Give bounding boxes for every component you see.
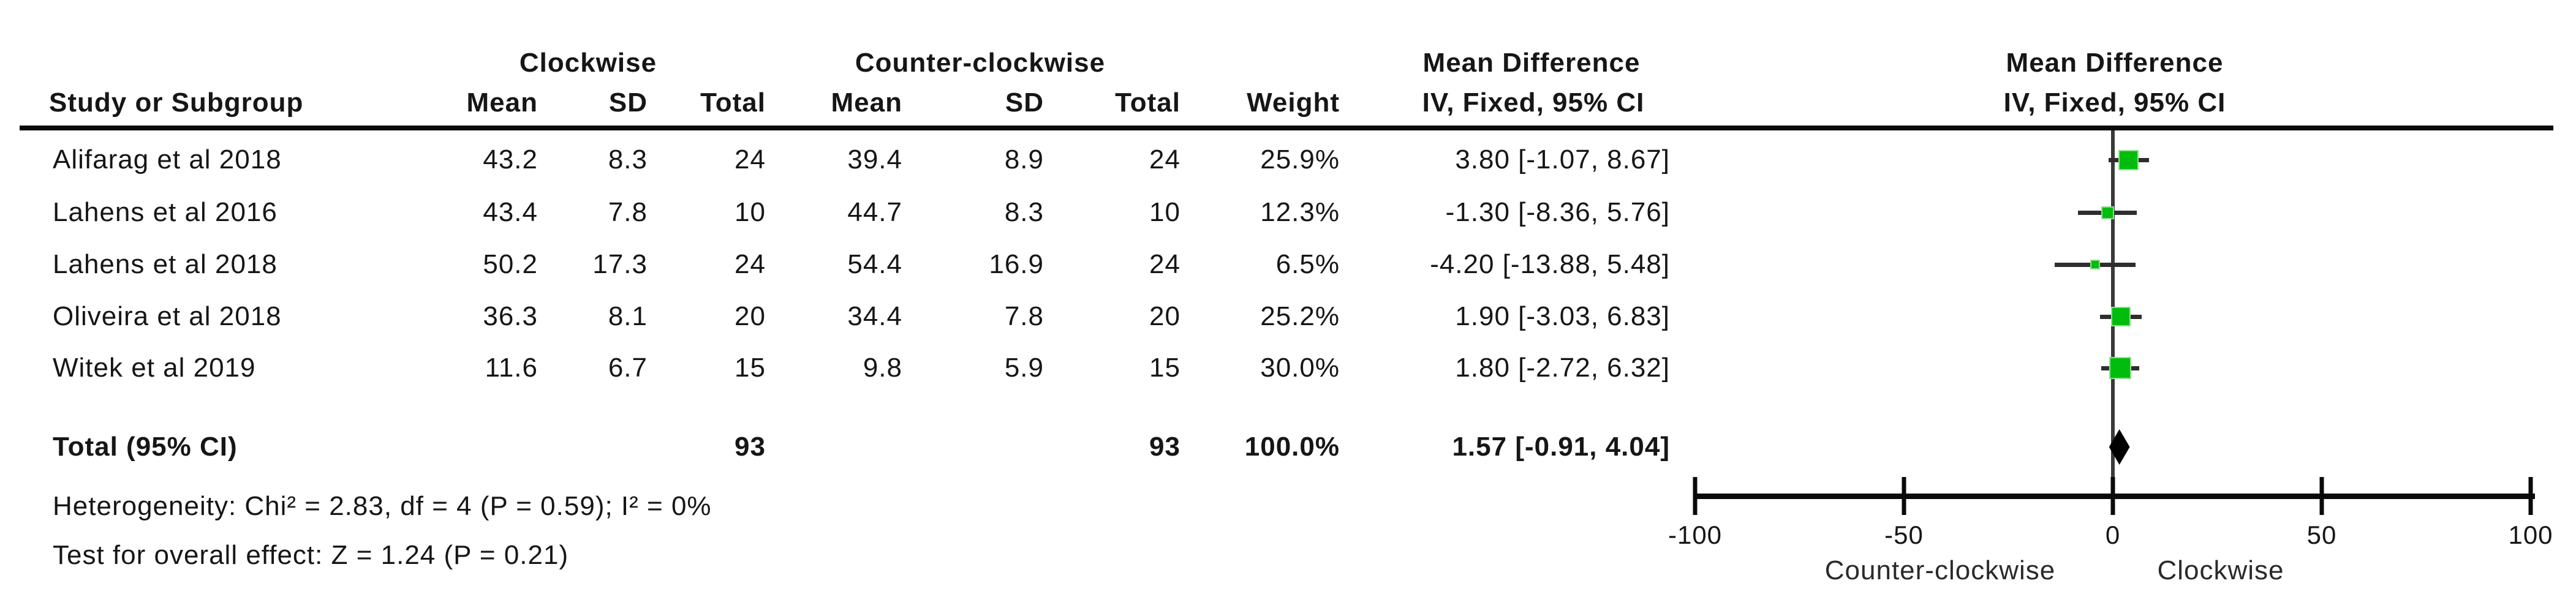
effect-marker	[2118, 149, 2139, 170]
clockwise-mean: 43.4	[483, 197, 538, 227]
total-counter-n: 93	[1149, 432, 1180, 462]
clockwise-total: 10	[735, 197, 766, 227]
x-axis-tick-label: 50	[2306, 520, 2337, 549]
total-clockwise-n: 93	[735, 432, 766, 462]
clockwise-sd: 8.1	[608, 301, 648, 331]
counter-sd: 8.3	[1004, 197, 1044, 227]
counter-total: 24	[1149, 145, 1180, 175]
clockwise-sd: 7.8	[608, 197, 648, 227]
counter-total: 15	[1149, 353, 1180, 383]
study-name: Alifarag et al 2018	[53, 145, 282, 175]
study-name: Lahens et al 2016	[53, 197, 278, 227]
study-name: Lahens et al 2018	[53, 249, 278, 279]
weight-value: 6.5%	[1275, 249, 1340, 279]
counter-total: 20	[1149, 301, 1180, 331]
effect-marker	[2109, 357, 2132, 379]
total-column-header-counter: Total	[1115, 88, 1180, 118]
study-name: Oliveira et al 2018	[53, 301, 282, 331]
clockwise-total: 20	[735, 301, 766, 331]
mean-difference-plot-header: Mean Difference	[2006, 48, 2224, 78]
study-name: Witek et al 2019	[53, 353, 256, 383]
clockwise-mean: 11.6	[485, 353, 538, 383]
x-axis-tick	[2528, 477, 2533, 515]
total-column-header-clockwise: Total	[700, 88, 766, 118]
counter-mean: 39.4	[847, 145, 902, 175]
sd-column-header-counter: SD	[1005, 88, 1044, 118]
mean-difference-ci: 1.90 [-3.03, 6.83]	[1455, 301, 1670, 331]
clockwise-sd: 6.7	[608, 353, 648, 383]
heterogeneity-text: Heterogeneity: Chi² = 2.83, df = 4 (P = …	[53, 491, 712, 521]
total-weight: 100.0%	[1244, 432, 1340, 462]
counter-sd: 7.8	[1004, 301, 1044, 331]
x-axis-tick	[1693, 477, 1698, 515]
clockwise-mean: 50.2	[483, 249, 538, 279]
mean-column-header-clockwise: Mean	[466, 88, 538, 118]
x-axis-tick-label: 100	[2508, 520, 2553, 549]
effect-marker	[2101, 206, 2114, 219]
mean-difference-column-header: Mean Difference	[1422, 48, 1641, 78]
counter-mean: 44.7	[847, 197, 902, 227]
mean-column-header-counter: Mean	[831, 88, 902, 118]
clockwise-mean: 36.3	[483, 301, 538, 331]
mean-difference-ci: -4.20 [-13.88, 5.48]	[1430, 249, 1670, 279]
clockwise-sd: 17.3	[592, 249, 648, 279]
overall-effect-text: Test for overall effect: Z = 1.24 (P = 0…	[53, 540, 569, 570]
x-axis-tick-label: -50	[1884, 520, 1924, 549]
counter-sd: 8.9	[1004, 145, 1044, 175]
clockwise-group-header: Clockwise	[519, 48, 657, 78]
iv-fixed-ci-column-header: IV, Fixed, 95% CI	[1422, 88, 1645, 118]
counter-total: 10	[1149, 197, 1180, 227]
counter-total: 24	[1149, 249, 1180, 279]
clockwise-mean: 43.2	[483, 145, 538, 175]
counter-clockwise-group-header: Counter-clockwise	[855, 48, 1106, 78]
x-axis-tick	[2110, 477, 2115, 515]
sd-column-header-clockwise: SD	[608, 88, 648, 118]
counter-sd: 5.9	[1004, 353, 1044, 383]
iv-fixed-ci-plot-header: IV, Fixed, 95% CI	[2003, 88, 2226, 118]
counter-mean: 34.4	[847, 301, 902, 331]
x-axis-tick	[1902, 477, 1906, 515]
x-axis-tick-label: 0	[2105, 520, 2121, 549]
weight-value: 30.0%	[1260, 353, 1340, 383]
counter-sd: 16.9	[989, 249, 1044, 279]
x-axis-tick-label: -100	[1668, 520, 1723, 549]
weight-value: 25.2%	[1260, 301, 1340, 331]
effect-marker	[2110, 307, 2131, 326]
weight-value: 12.3%	[1260, 197, 1340, 227]
mean-difference-ci: 1.80 [-2.72, 6.32]	[1455, 353, 1670, 383]
axis-label-counter-clockwise: Counter-clockwise	[1824, 555, 2056, 585]
total-row-label: Total (95% CI)	[53, 432, 238, 462]
study-column-header: Study or Subgroup	[49, 88, 304, 118]
x-axis-tick	[2319, 477, 2324, 515]
clockwise-total: 24	[735, 145, 766, 175]
header-divider-line	[20, 126, 2553, 130]
counter-mean: 9.8	[863, 353, 902, 383]
clockwise-sd: 8.3	[608, 145, 648, 175]
mean-difference-ci: -1.30 [-8.36, 5.76]	[1445, 197, 1670, 227]
weight-value: 25.9%	[1260, 145, 1340, 175]
axis-label-clockwise: Clockwise	[2157, 555, 2284, 585]
clockwise-total: 24	[735, 249, 766, 279]
clockwise-total: 15	[735, 353, 766, 383]
mean-difference-ci: 3.80 [-1.07, 8.67]	[1455, 145, 1670, 175]
effect-marker	[2090, 260, 2101, 269]
total-md-ci: 1.57 [-0.91, 4.04]	[1452, 432, 1670, 462]
weight-column-header: Weight	[1247, 88, 1340, 118]
counter-mean: 54.4	[847, 249, 902, 279]
